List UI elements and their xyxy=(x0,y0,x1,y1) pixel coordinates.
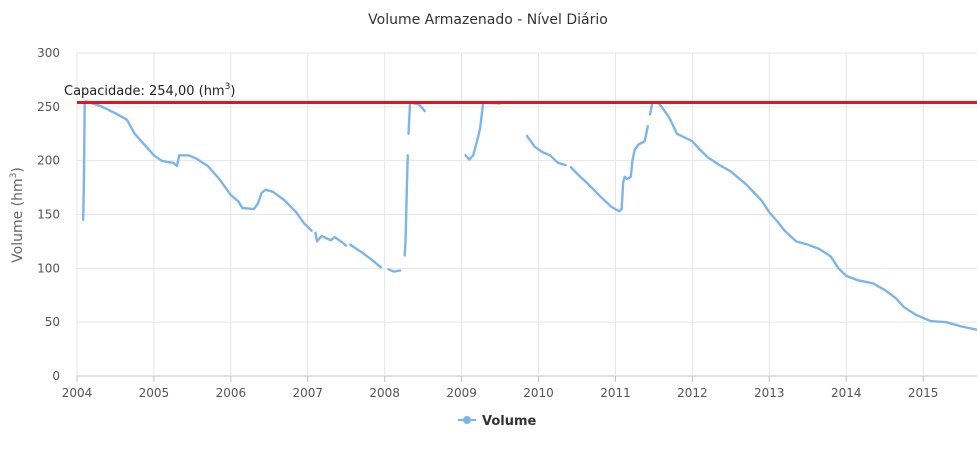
y-tick-label: 50 xyxy=(45,315,60,329)
x-tick-label: 2014 xyxy=(831,386,862,400)
capacity-label-main: Capacidade: 254,00 (hm xyxy=(64,84,225,99)
capacity-label: Capacidade: 254,00 (hm3) xyxy=(64,82,235,99)
series-line-volume xyxy=(403,154,409,257)
y-tick-label: 150 xyxy=(37,208,60,222)
series-line-volume xyxy=(464,101,502,161)
capacity-label-sup: 3 xyxy=(225,82,231,92)
y-tick-label: 250 xyxy=(37,100,60,114)
y-tick-label: 300 xyxy=(37,46,60,60)
x-tick-label: 2004 xyxy=(62,386,93,400)
x-tick-label: 2012 xyxy=(677,386,708,400)
x-tick-label: 2009 xyxy=(446,386,477,400)
x-tick-label: 2015 xyxy=(908,386,939,400)
x-tick-label: 2011 xyxy=(600,386,631,400)
y-axis-title-end: ) xyxy=(10,167,26,172)
y-tick-labels: 0 50 100 150 200 250 300 xyxy=(37,46,60,383)
x-tick-label: 2010 xyxy=(523,386,554,400)
series-line-volume xyxy=(348,243,382,269)
x-tick-label: 2008 xyxy=(369,386,400,400)
series-line-volume xyxy=(648,101,977,331)
x-tick-label: 2005 xyxy=(139,386,170,400)
y-axis-title-sup: 3 xyxy=(9,173,19,179)
series-layer xyxy=(82,100,977,331)
series-line-volume xyxy=(314,231,348,247)
x-tick-label: 2013 xyxy=(754,386,785,400)
y-tick-label: 0 xyxy=(52,369,60,383)
y-tick-label: 100 xyxy=(37,261,60,275)
x-tick-label: 2006 xyxy=(216,386,247,400)
series-line-volume xyxy=(569,125,649,213)
legend-label-volume: Volume xyxy=(482,414,537,429)
legend[interactable]: Volume xyxy=(458,414,537,429)
legend-series-marker xyxy=(463,416,471,424)
series-line-volume xyxy=(82,100,313,232)
x-tick-labels: 2004 2005 2006 2007 2008 2009 2010 2011 2012 2013… xyxy=(62,386,939,400)
y-tick-label: 200 xyxy=(37,154,60,168)
series-line-volume xyxy=(525,134,567,167)
series-line-volume xyxy=(387,268,402,273)
grid-layer xyxy=(76,52,977,382)
x-tick-label: 2007 xyxy=(292,386,323,400)
capacity-label-end: ) xyxy=(230,84,235,99)
y-axis-title: Volume (hm3) xyxy=(9,167,26,263)
chart-title: Volume Armazenado - Nível Diário xyxy=(368,12,608,28)
y-axis-title-main: Volume (hm xyxy=(10,178,26,263)
